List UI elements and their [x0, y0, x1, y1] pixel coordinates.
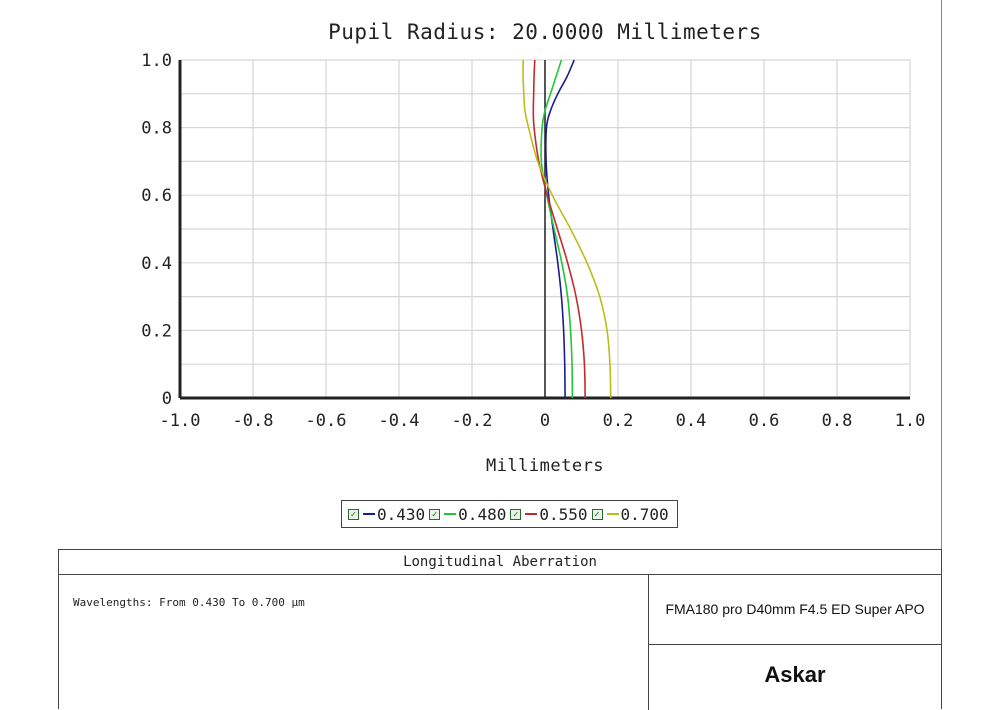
x-tick-label: -1.0 [160, 411, 201, 431]
legend-label: 0.430 [377, 504, 426, 524]
frame-right-border [941, 0, 942, 549]
x-tick-label: 0.2 [603, 411, 634, 431]
checkbox-icon[interactable]: ✓ [348, 508, 359, 520]
chart-title: Pupil Radius: 20.0000 Millimeters [328, 20, 762, 44]
legend-item-0430[interactable]: ✓ 0.430 [348, 505, 425, 524]
x-tick-label: -0.8 [233, 411, 274, 431]
y-tick-label: 0.4 [141, 254, 172, 274]
y-tick-label: 1.0 [141, 51, 172, 71]
checkbox-icon[interactable]: ✓ [591, 508, 603, 520]
wavelength-note: Wavelengths: From 0.430 To 0.700 µm [73, 596, 305, 609]
y-tick-label: 0.6 [141, 186, 172, 206]
x-tick-label: -0.6 [306, 411, 347, 431]
info-notes-cell: Wavelengths: From 0.430 To 0.700 µm [59, 574, 649, 710]
info-header: Longitudinal Aberration [59, 550, 941, 575]
info-product-cell: FMA180 pro D40mm F4.5 ED Super APO Askar [649, 574, 941, 710]
info-block: Longitudinal Aberration Wavelengths: Fro… [58, 549, 942, 710]
legend-label: 0.700 [620, 504, 669, 524]
legend-swatch [525, 513, 538, 515]
x-tick-label: 0.8 [822, 411, 853, 431]
x-tick-label: 1.0 [895, 411, 926, 431]
y-tick-label: 0.8 [141, 119, 172, 139]
legend-item-0550[interactable]: ✓ 0.550 [510, 504, 588, 524]
legend-swatch [444, 513, 457, 515]
x-tick-label: 0.6 [749, 411, 780, 431]
x-axis-label: Millimeters [485, 456, 605, 476]
legend-swatch [363, 513, 375, 515]
x-tick-label: -0.4 [379, 411, 420, 431]
series-line-0430 [545, 59, 575, 399]
tick-labels: -1.0 -0.8 -0.6 -0.4 -0.2 0 0.2 0.4 0.6 0.8 1.0 0 0.2… [141, 51, 925, 431]
legend-swatch [606, 513, 619, 515]
brand-logo: Askar [764, 662, 826, 687]
series-line-0700 [522, 59, 612, 399]
legend: ✓ 0.430 ✓ 0.480 ✓ 0.550 ✓ 0.700 [341, 500, 678, 528]
series-layer [522, 59, 612, 399]
x-tick-label: 0 [540, 411, 550, 431]
legend-label: 0.480 [458, 504, 507, 524]
legend-label: 0.550 [539, 504, 588, 524]
x-tick-label: -0.2 [452, 411, 493, 431]
y-tick-label: 0.2 [141, 321, 172, 341]
series-line-0550 [532, 59, 586, 399]
checkbox-icon[interactable]: ✓ [429, 508, 441, 520]
legend-item-0700[interactable]: ✓ 0.700 [591, 504, 669, 524]
product-name: FMA180 pro D40mm F4.5 ED Super APO [649, 574, 941, 645]
axes-layer [178, 60, 910, 400]
y-tick-label: 0 [162, 389, 172, 409]
x-tick-label: 0.4 [676, 411, 707, 431]
checkbox-icon[interactable]: ✓ [510, 508, 522, 520]
legend-item-0480[interactable]: ✓ 0.480 [429, 505, 506, 524]
